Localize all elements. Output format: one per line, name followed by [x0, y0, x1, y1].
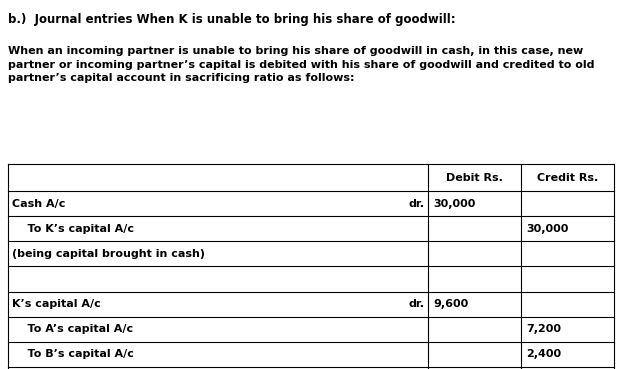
Text: To B’s capital A/c: To B’s capital A/c [12, 349, 134, 359]
Text: Debit Rs.: Debit Rs. [446, 173, 503, 183]
Text: Cash A/c: Cash A/c [12, 199, 65, 209]
Text: When an incoming partner is unable to bring his share of goodwill in cash, in th: When an incoming partner is unable to br… [8, 46, 594, 83]
Text: (being capital brought in cash): (being capital brought in cash) [12, 249, 205, 259]
Text: b.)  Journal entries When K is unable to bring his share of goodwill:: b.) Journal entries When K is unable to … [8, 13, 456, 26]
Text: To K’s capital A/c: To K’s capital A/c [12, 224, 134, 234]
Text: To A’s capital A/c: To A’s capital A/c [12, 324, 133, 334]
Text: dr.: dr. [409, 299, 425, 309]
Text: dr.: dr. [409, 199, 425, 209]
Text: 30,000: 30,000 [526, 224, 568, 234]
Text: Credit Rs.: Credit Rs. [537, 173, 598, 183]
Text: 7,200: 7,200 [526, 324, 561, 334]
Text: 9,600: 9,600 [433, 299, 468, 309]
Text: 2,400: 2,400 [526, 349, 561, 359]
Text: 30,000: 30,000 [433, 199, 476, 209]
Text: K’s capital A/c: K’s capital A/c [12, 299, 101, 309]
